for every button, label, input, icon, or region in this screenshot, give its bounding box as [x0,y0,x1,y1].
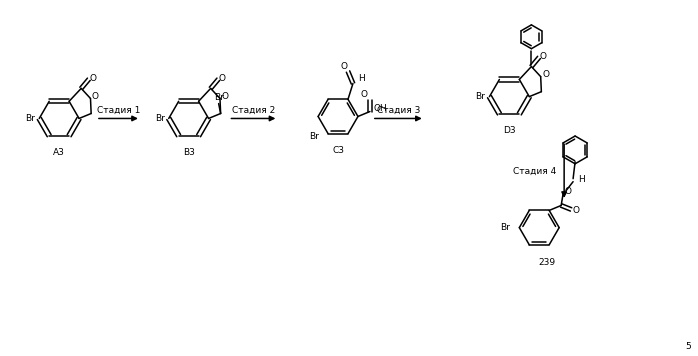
Text: Br: Br [25,114,35,123]
Text: Br: Br [214,93,223,102]
Text: O: O [92,92,99,101]
Text: 5: 5 [685,342,690,351]
Text: O: O [565,187,572,196]
Text: O: O [89,74,96,83]
Text: Br: Br [475,92,485,101]
Text: OH: OH [373,104,387,113]
Text: O: O [540,52,547,61]
Text: O: O [360,90,367,99]
Text: В3: В3 [183,148,195,157]
Text: O: O [221,92,228,101]
Text: O: O [572,206,579,215]
Text: 239: 239 [539,258,556,267]
Text: D3: D3 [503,126,516,135]
Text: O: O [542,70,549,79]
Text: А3: А3 [53,148,65,157]
Text: H: H [578,175,584,184]
Text: Br: Br [309,132,319,141]
Text: O: O [341,62,348,71]
Text: O: O [218,74,226,83]
Text: Стадия 2: Стадия 2 [232,106,275,115]
Text: Br: Br [155,114,165,123]
Text: H: H [359,74,365,83]
Text: Br: Br [500,223,510,232]
Text: Стадия 1: Стадия 1 [97,106,140,115]
Text: Стадия 4: Стадия 4 [513,167,556,176]
Text: Стадия 3: Стадия 3 [377,106,420,115]
Text: С3: С3 [332,146,344,155]
